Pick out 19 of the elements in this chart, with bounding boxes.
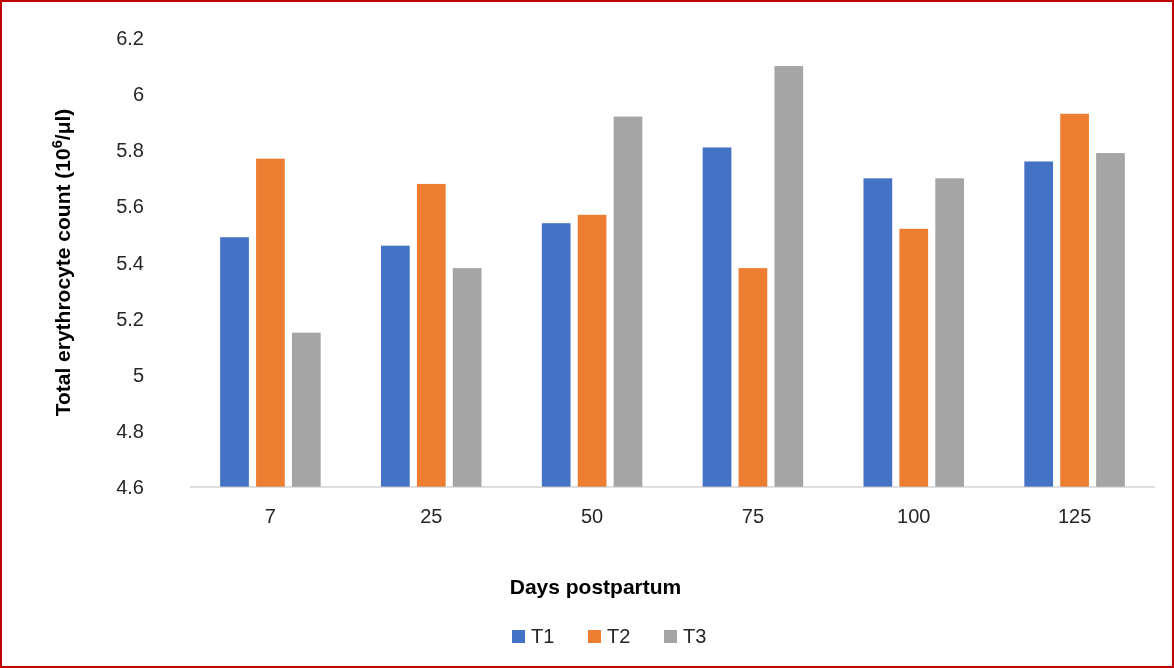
legend-label: T2 bbox=[607, 625, 631, 647]
y-tick-label: 6 bbox=[132, 83, 144, 106]
x-tick-label: 7 bbox=[264, 505, 276, 527]
y-tick-label: 5.4 bbox=[116, 251, 144, 274]
x-axis-title: Days postpartum bbox=[509, 575, 682, 598]
x-tick-label: 75 bbox=[741, 505, 765, 527]
y-tick-label: 5.8 bbox=[116, 139, 144, 162]
y-tick-label: 4.8 bbox=[116, 419, 144, 442]
x-tick-label: 125 bbox=[1057, 505, 1092, 527]
y-tick-label: 5.6 bbox=[116, 195, 144, 218]
y-tick-label: 4.6 bbox=[116, 476, 144, 498]
x-tick-label: 25 bbox=[420, 505, 443, 527]
legend-label: T3 bbox=[683, 625, 707, 647]
y-tick-label: 5 bbox=[132, 363, 144, 386]
legend-label: T1 bbox=[531, 625, 555, 647]
x-tick-label: 50 bbox=[580, 505, 604, 527]
y-tick-label: 5.2 bbox=[116, 307, 144, 330]
y-tick-label: 6.2 bbox=[116, 27, 144, 49]
x-tick-label: 100 bbox=[897, 505, 931, 527]
